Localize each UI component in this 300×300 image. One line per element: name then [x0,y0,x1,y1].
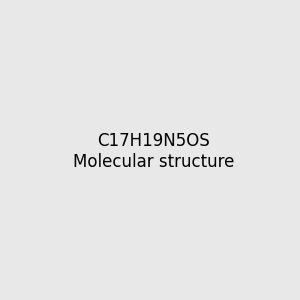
Text: C17H19N5OS
Molecular structure: C17H19N5OS Molecular structure [73,132,234,171]
